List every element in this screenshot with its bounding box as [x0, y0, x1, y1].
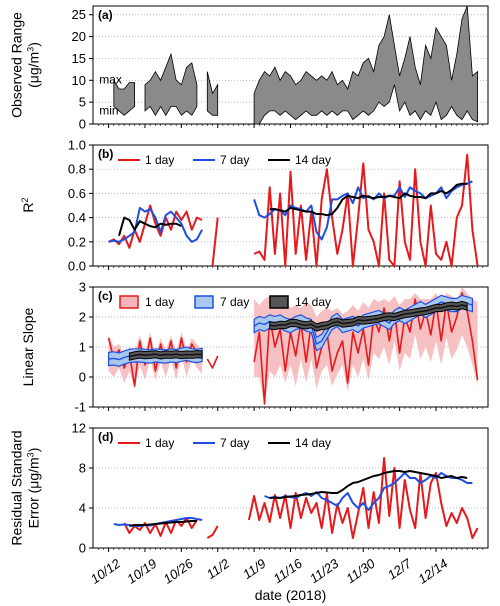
one-day-line-1 [206, 355, 219, 369]
panel-label: (c) [98, 289, 113, 303]
label-text: Linear Slope [20, 307, 36, 386]
range-band-2 [206, 71, 219, 116]
label-text: (μg/m [26, 52, 42, 88]
x-axis-title: date (2018) [255, 587, 327, 603]
y-tick-label: 0.0 [68, 259, 86, 274]
fourteen-day-line-0 [129, 353, 203, 358]
y-tick-label: 0.4 [68, 210, 86, 225]
y-tick-label: 12 [72, 421, 86, 436]
y-tick-label: 4 [79, 501, 86, 516]
label-text: Observed Range [9, 12, 25, 118]
panel-1: 0.0 0.2 0.4 0.6 0.8 1.0 (b) 1 day 7 day 14 day [68, 138, 489, 274]
one-day-line-0 [108, 204, 203, 249]
ylabel-c-line-0: Linear Slope [20, 307, 36, 386]
ylabel-a-line-0: Observed Range [9, 12, 25, 118]
legend-label: 14 day [295, 153, 331, 167]
range-band-1 [144, 52, 198, 117]
label-text: Error (μg/m [26, 457, 42, 528]
x-tick-label: 10/26 [161, 555, 197, 586]
fourteen-day-band-0 [128, 350, 203, 361]
fourteen-day-line-1 [269, 470, 468, 499]
superscript: 3 [26, 452, 36, 457]
legend-label: 14 day [295, 295, 331, 309]
panel-3: 0 4 8 12 (d) 1 day 7 day 14 day [72, 421, 489, 556]
ylabel-b: R2 [20, 197, 36, 212]
one-day-line-2 [253, 292, 479, 405]
y-tick-label: 10 [72, 73, 86, 88]
superscript: 2 [20, 197, 30, 202]
fourteen-day-band-1 [269, 300, 468, 332]
legend-label: 1 day [145, 295, 174, 309]
y-tick-label: 1.0 [68, 138, 86, 153]
label-text: ) [26, 448, 42, 453]
x-tick-label: 11/9 [240, 556, 269, 582]
y-tick-label: 5 [79, 95, 86, 110]
legend-label: 7 day [220, 436, 249, 450]
annotation-max: max [99, 72, 122, 86]
x-tick-label: 10/19 [124, 556, 159, 587]
ylabel-a-line-1: (μg/m3) [26, 42, 42, 88]
y-tick-label: 2 [79, 310, 86, 325]
ylabel-b-line-0: R2 [20, 197, 36, 212]
panel-label: (a) [98, 8, 113, 22]
ylabel-d-line-1: Error (μg/m3) [26, 448, 42, 529]
one-day-line-1 [211, 217, 219, 267]
y-tick-label: 20 [72, 29, 86, 44]
panel-label: (d) [98, 430, 113, 444]
ylabel-c: Linear Slope [20, 307, 36, 386]
y-tick-label: 0 [79, 117, 86, 132]
legend-label: 14 day [295, 436, 331, 450]
fourteen-day-line-0 [118, 216, 182, 237]
fourteen-day-line-1 [269, 182, 468, 217]
y-tick-label: 25 [72, 7, 86, 22]
ylabel-a: Observed Range(μg/m3) [9, 12, 42, 118]
y-tick-label: 0 [79, 370, 86, 385]
y-tick-label: 1 [79, 340, 86, 355]
x-tick-label: 11/2 [204, 555, 233, 582]
panel-2: -1 0 1 2 3 (c) 1 day 7 day 14 day [74, 280, 489, 415]
range-band-3 [253, 5, 478, 125]
superscript: 3 [26, 47, 36, 52]
legend-label: 7 day [220, 295, 249, 309]
legend-swatch [194, 295, 214, 309]
y-tick-label: 0.6 [68, 186, 86, 201]
y-tick-label: 15 [72, 51, 86, 66]
y-tick-label: 0.2 [68, 234, 86, 249]
y-tick-label: -1 [74, 400, 86, 415]
one-day-line-1 [206, 525, 219, 539]
y-tick-label: 8 [79, 461, 86, 476]
legend-swatch [119, 295, 139, 309]
x-tick-label: 11/30 [343, 555, 378, 586]
label-text: ) [26, 42, 42, 47]
panel-0: 0 5 10 15 20 25 (a) max min [72, 5, 489, 132]
y-tick-label: 0 [79, 541, 86, 556]
legend-label: 1 day [145, 436, 174, 450]
x-tick-label: 12/7 [385, 555, 415, 582]
one-day-line-0 [107, 337, 203, 387]
fourteen-day-line-1 [269, 304, 468, 329]
fourteen-day-line-0 [129, 520, 197, 527]
legend-label: 1 day [145, 153, 174, 167]
label-text: Residual Standard [9, 430, 25, 545]
panel-label: (b) [98, 147, 113, 161]
y-tick-label: 3 [79, 280, 86, 295]
range-band-0 [113, 78, 135, 116]
legend-swatch [269, 295, 289, 309]
x-tick-label: 12/14 [415, 556, 450, 587]
legend-label: 7 day [220, 153, 249, 167]
x-tick-label: 10/12 [88, 555, 124, 586]
ylabel-d: Residual StandardError (μg/m3) [9, 430, 42, 545]
annotation-min: min [99, 103, 118, 117]
ylabel-d-line-0: Residual Standard [9, 430, 25, 545]
one-day-line-2 [247, 457, 479, 539]
y-tick-label: 0.8 [68, 162, 86, 177]
seven-day-line-0 [108, 206, 203, 243]
x-tick-label: 11/23 [307, 555, 342, 586]
x-tick-label: 11/16 [270, 555, 305, 586]
label-text: R [20, 202, 36, 212]
